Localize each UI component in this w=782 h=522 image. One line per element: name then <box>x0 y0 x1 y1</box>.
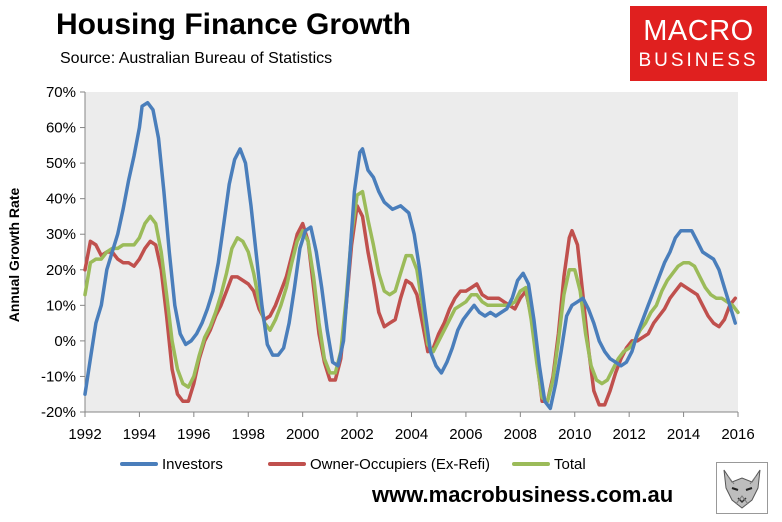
chart-title: Housing Finance Growth <box>56 8 412 41</box>
x-tick-label: 1994 <box>123 426 156 443</box>
y-tick-label: 20% <box>46 262 76 279</box>
x-tick-label: 1996 <box>177 426 210 443</box>
wolf-logo-icon <box>716 462 768 514</box>
series-line-investors <box>83 100 738 411</box>
x-axis: 1992 1994 1996 1998 2000 2002 2004 2006 2008 2010… <box>68 411 755 443</box>
y-axis: 70% 60% 50% 40% 30% 20% 10% 0% -10% -20% <box>41 84 86 421</box>
x-tick-label: 2006 <box>449 426 482 443</box>
website-url: www.macrobusiness.com.au <box>372 482 674 507</box>
x-tick-label: 2002 <box>340 426 373 443</box>
x-tick-label: 2016 <box>721 426 754 443</box>
y-tick-label: 50% <box>46 155 76 172</box>
legend-item-investors: Investors <box>120 456 223 473</box>
x-tick-label: 2010 <box>558 426 591 443</box>
legend-swatch-investors <box>120 462 158 467</box>
x-tick-label: 1998 <box>232 426 265 443</box>
x-tick-label: 2012 <box>612 426 645 443</box>
x-tick-label: 2004 <box>395 426 428 443</box>
legend-label-owner-occupiers: Owner-Occupiers (Ex-Refi) <box>310 456 491 473</box>
logo-line1: MACRO <box>643 15 754 47</box>
y-tick-label: -20% <box>41 404 76 421</box>
x-tick-label: 1992 <box>68 426 101 443</box>
y-tick-label: 70% <box>46 84 76 101</box>
series-layer <box>83 100 740 411</box>
logo-line2: BUSINESS <box>638 50 759 71</box>
y-tick-label: -10% <box>41 368 76 385</box>
legend-swatch-owner-occupiers <box>268 462 306 467</box>
legend-label-total: Total <box>554 456 586 473</box>
x-tick-label: 2014 <box>667 426 700 443</box>
line-chart: 70% 60% 50% 40% 30% 20% 10% 0% -10% -20% 1992 1994… <box>41 84 755 443</box>
x-tick-label: 2008 <box>504 426 537 443</box>
legend-swatch-total <box>512 462 550 467</box>
legend-item-owner-occupiers: Owner-Occupiers (Ex-Refi) <box>268 456 490 473</box>
x-tick-label: 2000 <box>286 426 319 443</box>
series-line-total <box>83 189 740 404</box>
macrobusiness-logo: MACRO BUSINESS <box>630 6 767 81</box>
legend-label-investors: Investors <box>162 456 223 473</box>
y-tick-label: 60% <box>46 120 76 137</box>
y-tick-label: 30% <box>46 226 76 243</box>
y-tick-label: 0% <box>54 333 76 350</box>
chart-subtitle: Source: Australian Bureau of Statistics <box>60 50 333 67</box>
plot-area <box>85 92 738 412</box>
legend-item-total: Total <box>512 456 586 473</box>
y-tick-label: 10% <box>46 297 76 314</box>
y-tick-label: 40% <box>46 191 76 208</box>
